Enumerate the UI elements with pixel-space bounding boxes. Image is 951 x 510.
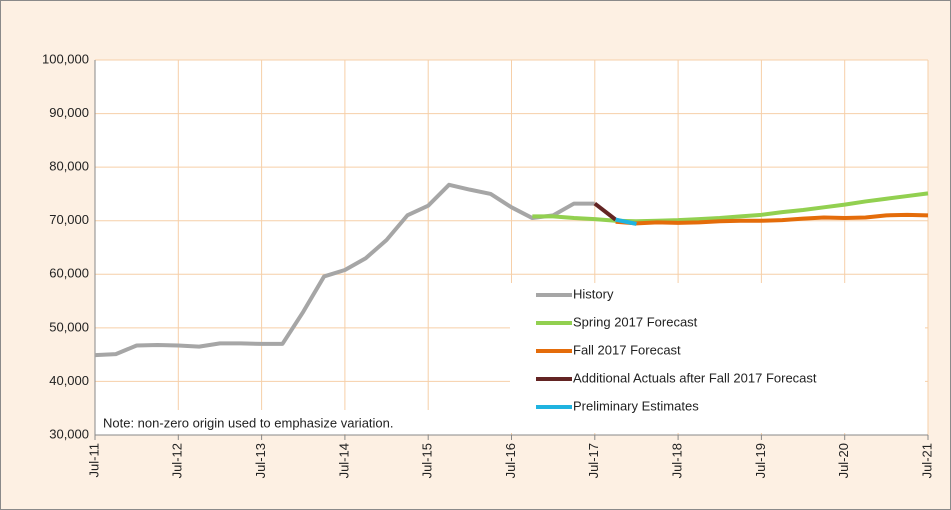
x-tick-label: Jul-15 [420, 443, 435, 478]
x-tick-label: Jul-16 [503, 443, 518, 478]
legend-label: Spring 2017 Forecast [573, 314, 698, 329]
series-line [615, 212, 929, 226]
legend-label: Additional Actuals after Fall 2017 Forec… [573, 370, 817, 385]
x-tick-label: Jul-19 [753, 443, 768, 478]
note: Note: non-zero origin used to emphasize … [103, 415, 394, 430]
x-tick-label: Jul-17 [586, 443, 601, 478]
note-box [98, 410, 498, 434]
y-tick-label: 70,000 [49, 212, 89, 227]
y-tick-label: 50,000 [49, 319, 89, 334]
y-tick-label: 60,000 [49, 266, 89, 281]
legend-label: Preliminary Estimates [573, 398, 699, 413]
series-line [615, 217, 637, 226]
series-line [94, 182, 595, 358]
series-line [593, 201, 617, 222]
x-tick-label: Jul-14 [336, 443, 351, 478]
x-tick-label: Jul-12 [170, 443, 185, 478]
legend-box [510, 283, 925, 433]
legend-label: History [573, 286, 614, 301]
x-tick-label: Jul-18 [670, 443, 685, 478]
x-tick-label: Jul-20 [836, 443, 851, 478]
y-tick-label: 30,000 [49, 426, 89, 441]
legend-label: Fall 2017 Forecast [573, 342, 681, 357]
series-line [532, 191, 929, 224]
y-tick-label: 100,000 [42, 51, 89, 66]
x-tick-label: Jul-21 [919, 443, 934, 478]
y-tick-label: 40,000 [49, 373, 89, 388]
y-tick-label: 80,000 [49, 159, 89, 174]
y-tick-label: 90,000 [49, 105, 89, 120]
x-tick-label: Jul-11 [86, 443, 101, 477]
x-tick-label: Jul-13 [253, 443, 268, 478]
